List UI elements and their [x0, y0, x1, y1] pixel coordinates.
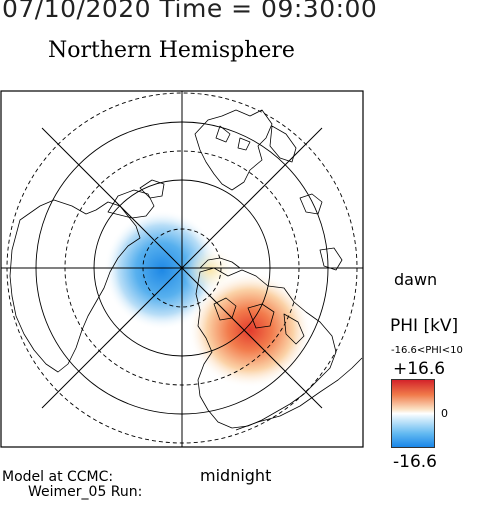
legend-min-label: -16.6 — [393, 452, 437, 472]
potential-cell-dusk — [104, 210, 220, 330]
footer-model-line: Model at CCMC: — [2, 469, 114, 485]
legend-title: PHI [kV] — [390, 316, 459, 336]
polar-potential-map — [0, 90, 364, 448]
hemisphere-title: Northern Hemisphere — [48, 38, 295, 63]
timestamp-title: 07/10/2020 Time = 09:30:00 — [2, 0, 378, 23]
coastlines — [9, 109, 363, 431]
legend-zero-label: 0 — [441, 407, 448, 420]
legend-range: -16.6<PHI<10 — [391, 345, 463, 356]
meridian-diag-2 — [41, 127, 323, 409]
dawn-label: dawn — [394, 270, 438, 289]
colorbar — [391, 379, 435, 448]
footer-run-line: Weimer_05 Run: — [28, 484, 143, 500]
potential-cell-dawn — [188, 272, 312, 388]
midnight-label: midnight — [200, 466, 272, 485]
legend-max-label: +16.6 — [393, 359, 446, 379]
